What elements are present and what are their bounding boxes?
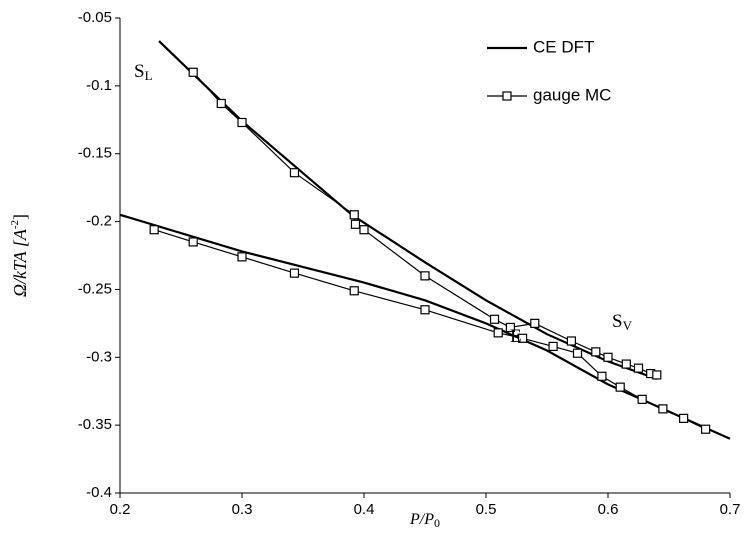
marker (349, 210, 359, 220)
y-tick-label: -0.3 (86, 348, 112, 365)
marker (289, 268, 300, 278)
marker (652, 370, 662, 380)
marker (237, 117, 247, 128)
marker (517, 333, 528, 343)
y-tick-label: -0.4 (86, 484, 112, 501)
marker (350, 219, 361, 229)
annotation: E (510, 326, 522, 347)
y-tick-label: -0.1 (86, 77, 112, 94)
marker (420, 271, 430, 281)
marker (188, 67, 198, 77)
x-tick-label: 0.3 (232, 501, 253, 518)
marker (572, 348, 583, 358)
marker (548, 341, 558, 352)
marker (420, 305, 430, 315)
x-tick-label: 0.5 (476, 501, 497, 518)
marker (591, 347, 601, 357)
marker (149, 225, 159, 235)
marker (489, 314, 500, 324)
y-tick-label: -0.15 (78, 145, 112, 162)
annotation-sub: L (145, 68, 153, 83)
y-tick-label: -0.35 (78, 416, 112, 433)
marker (615, 382, 625, 392)
marker (493, 328, 503, 338)
annotation-sub: V (623, 318, 633, 333)
annotation: SL (134, 61, 153, 83)
marker (359, 225, 369, 235)
series-line (119, 40, 731, 440)
annotation-text: S (134, 61, 145, 82)
annotation: SV (612, 311, 633, 333)
y-tick-label: -0.25 (78, 280, 112, 297)
y-label-sup: -2 (9, 220, 21, 229)
marker (637, 394, 647, 404)
x-tick-label: 0.6 (598, 501, 619, 518)
x-tick-label: 0.2 (110, 501, 131, 518)
marker (188, 237, 198, 247)
marker (530, 318, 540, 328)
marker (633, 363, 644, 373)
marker (349, 286, 359, 296)
marker (566, 336, 577, 346)
marker (603, 352, 613, 362)
marker (216, 98, 226, 109)
y-tick-label: -0.05 (78, 9, 112, 26)
legend-marker (502, 91, 512, 101)
y-axis-label: Ω/kTA [A-2] (9, 214, 31, 297)
marker (237, 252, 247, 262)
y-tick-label: -0.2 (86, 213, 112, 230)
x-tick-label: 0.7 (720, 501, 741, 518)
x-tick-label: 0.4 (354, 501, 375, 518)
x-label-sub: 0 (434, 516, 440, 530)
marker (679, 413, 689, 423)
marker (289, 168, 300, 178)
marker (505, 322, 515, 333)
annotation-text: S (612, 311, 623, 332)
annotation-text: E (510, 326, 522, 347)
y-label-main: Ω/kTA [A (10, 228, 30, 297)
legend-label: gauge MC (533, 85, 611, 104)
marker (597, 371, 607, 381)
legend-label: CE DFT (533, 37, 594, 56)
x-axis-label: P/P0 (409, 511, 440, 530)
x-label-main: P/P (409, 511, 434, 528)
marker (658, 404, 668, 414)
marker (621, 359, 631, 369)
marker (700, 424, 711, 434)
y-label-end: ] (10, 214, 30, 220)
